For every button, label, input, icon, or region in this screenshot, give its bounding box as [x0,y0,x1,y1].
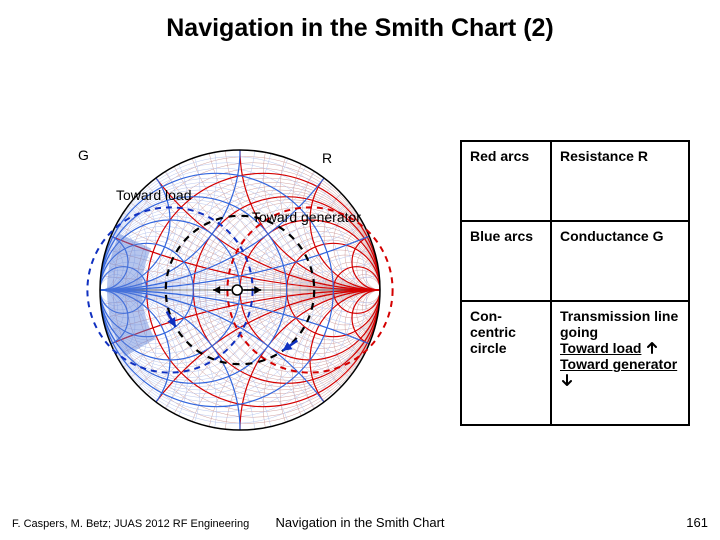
footer-page: 161 [686,515,708,530]
page-title: Navigation in the Smith Chart (2) [0,14,720,43]
legend-key: Blue arcs [461,221,551,301]
legend-key: Red arcs [461,141,551,221]
legend-value: Transmission line goingToward load Towar… [551,301,689,425]
label-toward-generator: Toward generator [252,209,361,225]
legend-value: Conductance G [551,221,689,301]
label-toward-load: Toward load [116,187,192,203]
label-g: G [78,147,89,163]
footer-caption: Navigation in the Smith Chart [0,515,720,530]
legend-table: Red arcsResistance RBlue arcsConductance… [460,140,690,426]
legend-key: Con-centric circle [461,301,551,425]
legend-value: Resistance R [551,141,689,221]
label-r: R [322,150,332,166]
